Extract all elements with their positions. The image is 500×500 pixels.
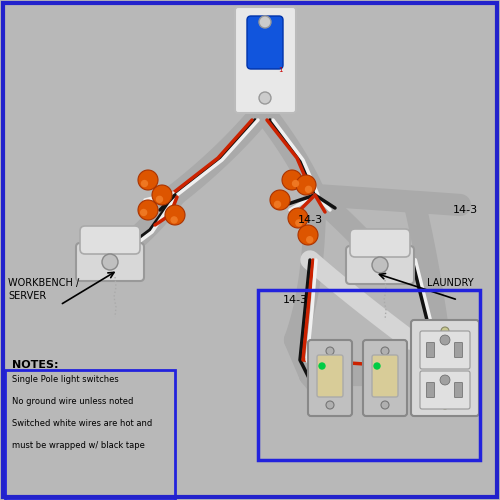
FancyBboxPatch shape bbox=[350, 229, 410, 257]
Circle shape bbox=[374, 363, 380, 369]
Circle shape bbox=[171, 217, 177, 223]
FancyBboxPatch shape bbox=[426, 342, 434, 357]
Text: 14-3: 14-3 bbox=[453, 205, 478, 215]
Text: 1: 1 bbox=[278, 67, 282, 73]
Circle shape bbox=[319, 363, 325, 369]
FancyBboxPatch shape bbox=[76, 243, 144, 281]
Circle shape bbox=[440, 375, 450, 385]
Circle shape bbox=[152, 185, 172, 205]
FancyBboxPatch shape bbox=[426, 382, 434, 398]
Circle shape bbox=[372, 257, 388, 273]
Circle shape bbox=[381, 347, 389, 355]
FancyBboxPatch shape bbox=[5, 370, 175, 500]
Circle shape bbox=[156, 196, 162, 202]
Circle shape bbox=[138, 170, 158, 190]
Text: LAUNDRY: LAUNDRY bbox=[428, 278, 474, 288]
FancyBboxPatch shape bbox=[420, 331, 470, 369]
Text: Single Pole light switches: Single Pole light switches bbox=[12, 375, 119, 384]
Circle shape bbox=[306, 186, 312, 192]
Circle shape bbox=[326, 347, 334, 355]
Text: Switched white wires are hot and: Switched white wires are hot and bbox=[12, 419, 152, 428]
Circle shape bbox=[138, 200, 158, 220]
Circle shape bbox=[440, 335, 450, 345]
Circle shape bbox=[165, 205, 185, 225]
Circle shape bbox=[142, 180, 148, 186]
FancyBboxPatch shape bbox=[308, 340, 352, 416]
FancyBboxPatch shape bbox=[80, 226, 140, 254]
FancyBboxPatch shape bbox=[372, 355, 398, 397]
Circle shape bbox=[306, 236, 312, 242]
FancyBboxPatch shape bbox=[235, 7, 296, 113]
Text: WORKBENCH /
SERVER: WORKBENCH / SERVER bbox=[8, 278, 79, 301]
Circle shape bbox=[292, 180, 298, 186]
Text: must be wrapped w/ black tape: must be wrapped w/ black tape bbox=[12, 441, 145, 450]
Circle shape bbox=[381, 401, 389, 409]
Circle shape bbox=[288, 208, 308, 228]
FancyBboxPatch shape bbox=[317, 355, 343, 397]
FancyBboxPatch shape bbox=[454, 342, 462, 357]
Circle shape bbox=[296, 220, 302, 226]
Circle shape bbox=[441, 327, 449, 335]
FancyBboxPatch shape bbox=[247, 16, 283, 69]
FancyBboxPatch shape bbox=[420, 371, 470, 409]
Text: NOTES:: NOTES: bbox=[12, 360, 58, 370]
Circle shape bbox=[270, 190, 290, 210]
Circle shape bbox=[282, 170, 302, 190]
Circle shape bbox=[140, 210, 146, 216]
FancyBboxPatch shape bbox=[454, 382, 462, 398]
Circle shape bbox=[259, 16, 271, 28]
Circle shape bbox=[298, 225, 318, 245]
Circle shape bbox=[274, 202, 280, 207]
Text: No ground wire unless noted: No ground wire unless noted bbox=[12, 397, 134, 406]
Circle shape bbox=[102, 254, 118, 270]
FancyBboxPatch shape bbox=[363, 340, 407, 416]
Text: 14-3: 14-3 bbox=[282, 295, 308, 305]
Circle shape bbox=[296, 175, 316, 195]
Text: 14-3: 14-3 bbox=[298, 215, 322, 225]
Circle shape bbox=[259, 92, 271, 104]
Circle shape bbox=[441, 401, 449, 409]
FancyBboxPatch shape bbox=[346, 246, 414, 284]
Circle shape bbox=[326, 401, 334, 409]
FancyBboxPatch shape bbox=[411, 320, 479, 416]
